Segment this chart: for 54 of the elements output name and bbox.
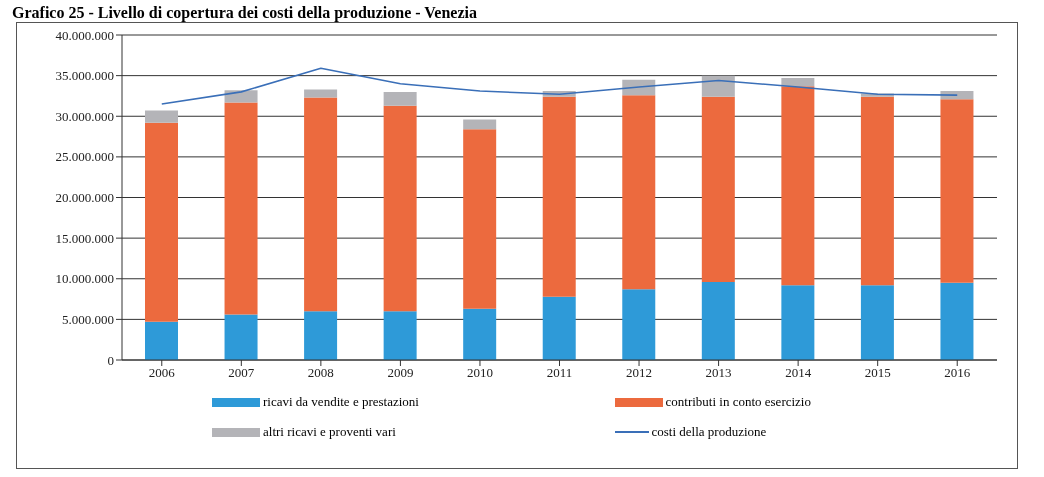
x-tick-label: 2016 [944, 365, 971, 381]
x-tick-label: 2014 [785, 365, 812, 381]
bar [781, 285, 815, 360]
y-tick-label: 0 [107, 352, 114, 368]
y-tick-label: 5.000.000 [62, 311, 114, 327]
bar [781, 86, 815, 286]
bar [145, 122, 178, 322]
x-tick-label: 2006 [148, 365, 176, 381]
line-series [160, 67, 959, 105]
bar [463, 129, 497, 309]
bar [940, 99, 974, 283]
bar [701, 96, 735, 282]
y-tick-label: 25.000.000 [55, 149, 114, 165]
legend-label: contributi in conto esercizio [665, 394, 811, 410]
legend-label: costi della produzione [651, 424, 767, 440]
bar [542, 96, 576, 297]
bar [860, 96, 894, 286]
y-tick-label: 10.000.000 [55, 271, 114, 287]
bar [860, 285, 894, 360]
x-tick-label: 2013 [705, 365, 732, 381]
bar [304, 89, 338, 98]
bar [542, 296, 576, 360]
bar [463, 119, 497, 130]
bar [781, 78, 815, 87]
bar [383, 91, 417, 106]
bar [940, 282, 974, 360]
y-tick-label: 40.000.000 [55, 27, 114, 43]
x-tick-label: 2012 [626, 365, 653, 381]
bar [622, 95, 656, 290]
bar [145, 321, 178, 360]
bar [304, 311, 338, 360]
bar [701, 282, 735, 360]
bar [145, 110, 178, 123]
y-tick-label: 15.000.000 [55, 230, 114, 246]
x-tick-label: 2015 [864, 365, 891, 381]
bar [224, 102, 258, 315]
x-tick-label: 2008 [307, 365, 334, 381]
y-tick-label: 20.000.000 [55, 190, 114, 206]
chart-title: Grafico 25 - Livello di copertura dei costi della produzione - Venezia [12, 4, 478, 22]
bar [463, 308, 497, 360]
x-tick-label: 2011 [546, 365, 573, 381]
y-tick-label: 35.000.000 [55, 68, 114, 84]
bar [622, 289, 656, 360]
legend-label: ricavi da vendite e prestazioni [263, 394, 419, 410]
bar [383, 105, 417, 312]
bar [701, 75, 735, 97]
x-tick-label: 2010 [466, 365, 493, 381]
bar [224, 314, 258, 360]
bar [383, 311, 417, 360]
legend-label: altri ricavi e proventi vari [263, 424, 396, 440]
x-tick-label: 2007 [228, 365, 255, 381]
y-tick-label: 30.000.000 [55, 108, 114, 124]
bar [304, 97, 338, 312]
x-tick-label: 2009 [387, 365, 414, 381]
